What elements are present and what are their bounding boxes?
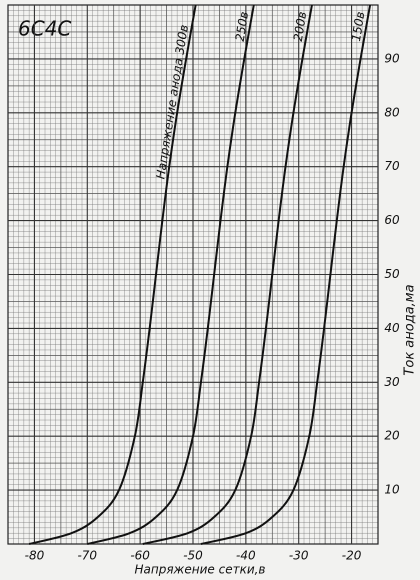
curve [200, 4, 372, 545]
x-tick-label: -50 [183, 549, 203, 563]
x-tick-label: -60 [130, 549, 150, 563]
y-tick-label: 80 [384, 105, 400, 119]
y-axis-title: Ток анода,ма [403, 284, 418, 375]
series-label: 200в [291, 11, 309, 43]
series-label: 150в [349, 11, 367, 43]
y-tick-label: 10 [384, 483, 400, 497]
x-tick-label: -30 [289, 549, 309, 563]
y-tick-label: 60 [384, 213, 400, 227]
x-tick-label: -80 [25, 549, 45, 563]
y-tick-label: 20 [384, 429, 400, 443]
curve [87, 4, 255, 545]
curve [28, 4, 197, 545]
x-axis-title: Напряжение сетки,в [135, 563, 266, 577]
series-label: 250в [233, 11, 251, 43]
y-tick-label: 70 [384, 159, 400, 173]
y-tick-label: 90 [384, 51, 400, 65]
curve [142, 4, 313, 545]
y-tick-label: 40 [384, 321, 400, 335]
chart-title: 6С4С [18, 17, 71, 41]
x-tick-label: -20 [342, 549, 362, 563]
x-tick-label: -70 [77, 549, 97, 563]
x-tick-label: -40 [236, 549, 256, 563]
y-tick-label: 30 [384, 375, 400, 389]
y-tick-label: 50 [384, 267, 400, 281]
